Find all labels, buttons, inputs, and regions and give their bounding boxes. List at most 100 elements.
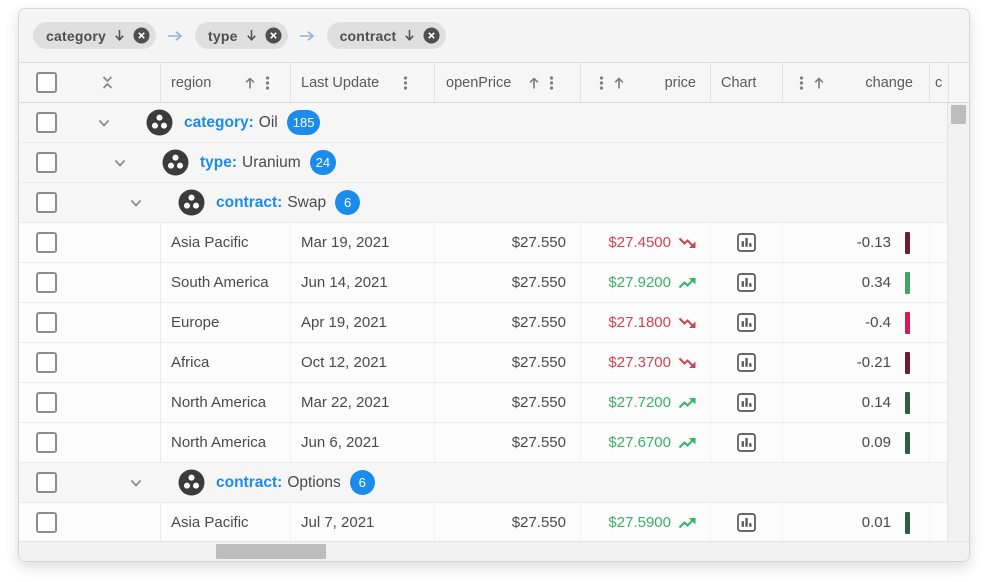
row-checkbox[interactable] (35, 112, 57, 133)
table-row: Europe Apr 19, 2021 $27.550 $27.1800 -0.4 (19, 303, 949, 343)
chart-cell (711, 503, 783, 542)
expand-cell (73, 423, 161, 462)
column-menu-icon[interactable] (265, 75, 270, 91)
row-checkbox[interactable] (35, 232, 57, 253)
horizontal-scrollbar[interactable] (19, 541, 969, 561)
group-marker-icon (178, 469, 205, 496)
open-price-cell: $27.550 (435, 303, 581, 342)
chip-label: category (46, 27, 106, 44)
open-price-value: $27.550 (511, 314, 566, 331)
column-label: price (664, 74, 696, 91)
change-value: 0.09 (861, 434, 891, 451)
vertical-scrollbar-thumb[interactable] (951, 105, 966, 124)
group-row: type: Uranium 24 (19, 143, 949, 183)
bar-chart-icon[interactable] (737, 273, 756, 292)
column-menu-icon[interactable] (799, 75, 804, 91)
group-field-label: type: (200, 153, 238, 171)
group-field-label: contract: (216, 193, 283, 211)
chart-cell (711, 263, 783, 302)
remove-group-icon[interactable] (423, 27, 440, 44)
trend-up-icon (678, 276, 697, 290)
select-all-cell (19, 63, 73, 102)
chip-label: type (207, 27, 238, 44)
group-field-label: category: (184, 113, 254, 131)
row-checkbox[interactable] (35, 192, 57, 213)
column-menu-icon[interactable] (403, 75, 408, 91)
change-bar (905, 351, 910, 374)
change-value: -0.4 (865, 314, 891, 331)
open-price-value: $27.550 (511, 394, 566, 411)
sort-asc-icon[interactable] (813, 76, 825, 90)
open-price-cell: $27.550 (435, 423, 581, 462)
column-header-open-price[interactable]: openPrice (435, 63, 581, 102)
price-cell: $27.1800 (581, 303, 711, 342)
row-checkbox[interactable] (35, 392, 57, 413)
chevron-down-icon[interactable] (96, 115, 112, 131)
column-menu-icon[interactable] (549, 75, 554, 91)
sort-asc-icon[interactable] (528, 76, 540, 90)
column-label: Last Update (301, 74, 380, 91)
expand-cell (73, 343, 161, 382)
column-label: change (865, 74, 913, 91)
bar-chart-icon[interactable] (737, 513, 756, 532)
chevron-down-icon[interactable] (112, 155, 128, 171)
row-checkbox-cell (19, 263, 73, 302)
region-value: North America (171, 394, 267, 411)
change-bar (905, 231, 910, 254)
bar-chart-icon[interactable] (737, 393, 756, 412)
row-checkbox[interactable] (35, 512, 57, 533)
row-checkbox[interactable] (35, 152, 57, 173)
change-bar (905, 271, 910, 294)
group-value: Swap (287, 193, 327, 211)
row-checkbox[interactable] (35, 312, 57, 333)
vertical-scrollbar[interactable] (947, 103, 969, 543)
chevron-down-icon[interactable] (128, 195, 144, 211)
table-row: North America Jun 6, 2021 $27.550 $27.6700 0… (19, 423, 949, 463)
bar-chart-icon[interactable] (737, 353, 756, 372)
group-value: Uranium (242, 153, 301, 171)
change-value: 0.14 (861, 394, 891, 411)
bar-chart-icon[interactable] (737, 233, 756, 252)
collapse-all-icon[interactable] (100, 74, 115, 91)
last-update-value: Jul 7, 2021 (301, 514, 375, 531)
region-value: Africa (171, 354, 210, 371)
sort-desc-icon[interactable] (246, 29, 257, 42)
row-checkbox-cell (19, 343, 73, 382)
column-header-price[interactable]: price (581, 63, 711, 102)
open-price-cell: $27.550 (435, 503, 581, 542)
sort-desc-icon[interactable] (114, 29, 125, 42)
column-header-chart[interactable]: Chart (711, 63, 783, 102)
column-header-region[interactable]: region (161, 63, 291, 102)
group-chip-category[interactable]: category (33, 22, 156, 49)
group-chip-contract[interactable]: contract (326, 22, 447, 49)
group-marker-icon (162, 149, 189, 176)
bar-chart-icon[interactable] (737, 433, 756, 452)
group-count-badge: 185 (286, 110, 321, 135)
row-checkbox[interactable] (35, 432, 57, 453)
column-header-change[interactable]: change (783, 63, 930, 102)
expand-cell (73, 503, 161, 542)
table-row: Africa Oct 12, 2021 $27.550 $27.3700 -0.21 (19, 343, 949, 383)
sort-asc-icon[interactable] (244, 76, 256, 90)
column-header-clipped[interactable]: c (930, 63, 949, 102)
table-row: South America Jun 14, 2021 $27.550 $27.9200… (19, 263, 949, 303)
last-update-value: Oct 12, 2021 (301, 354, 387, 371)
chevron-down-icon[interactable] (128, 475, 144, 491)
row-checkbox[interactable] (35, 352, 57, 373)
horizontal-scrollbar-thumb[interactable] (216, 544, 326, 559)
region-cell: Asia Pacific (161, 503, 291, 542)
bar-chart-icon[interactable] (737, 313, 756, 332)
row-checkbox[interactable] (35, 472, 57, 493)
remove-group-icon[interactable] (265, 27, 282, 44)
column-header-last-update[interactable]: Last Update (291, 63, 435, 102)
sort-asc-icon[interactable] (613, 76, 625, 90)
column-menu-icon[interactable] (599, 75, 604, 91)
group-chip-type[interactable]: type (194, 22, 288, 49)
row-checkbox[interactable] (35, 272, 57, 293)
table-row: Asia Pacific Mar 19, 2021 $27.550 $27.4500 -… (19, 223, 949, 263)
price-value: $27.4500 (608, 234, 671, 251)
remove-group-icon[interactable] (133, 27, 150, 44)
sort-desc-icon[interactable] (404, 29, 415, 42)
select-all-checkbox[interactable] (35, 72, 57, 93)
chart-cell (711, 303, 783, 342)
